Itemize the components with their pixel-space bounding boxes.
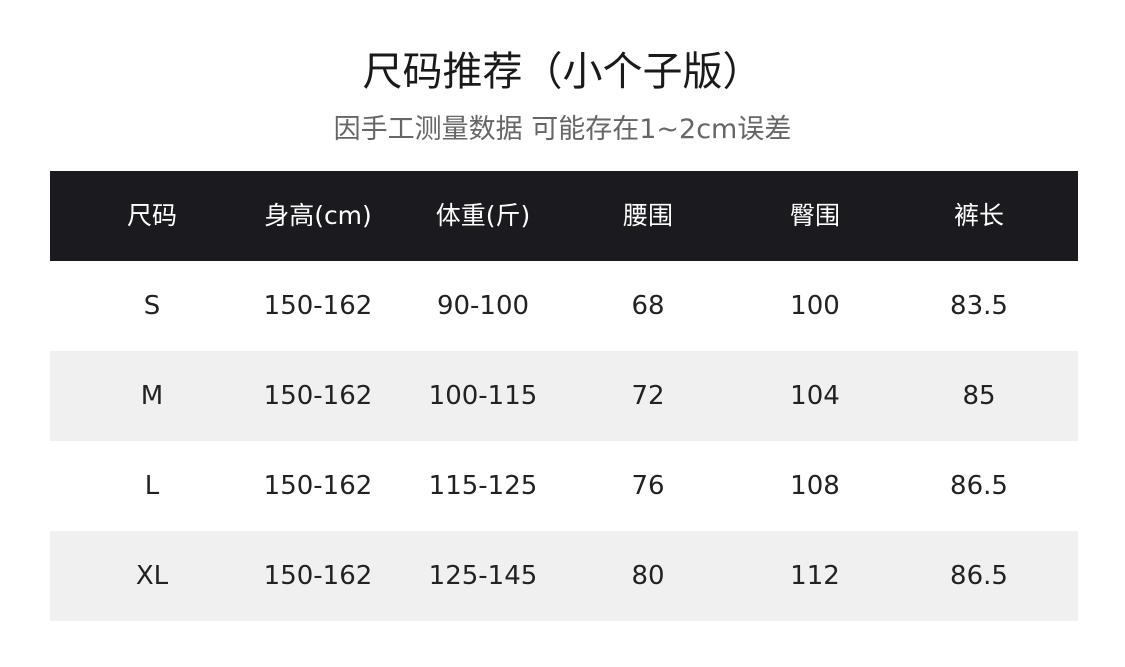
- table-cell: 125-145: [428, 561, 538, 591]
- table-row: L 150-162 115-125 76 108 86.5: [50, 441, 1078, 531]
- table-cell: 100-115: [428, 381, 538, 411]
- table-cell: 115-125: [428, 471, 538, 501]
- column-header: 腰围: [622, 201, 673, 230]
- column-header: 体重(斤): [435, 201, 531, 230]
- table-cell: S: [143, 291, 161, 321]
- column-header: 裤长: [953, 201, 1004, 230]
- table-cell: 112: [790, 561, 840, 591]
- table-row: S 150-162 90-100 68 100 83.5: [50, 261, 1078, 351]
- table-cell: 150-162: [263, 561, 373, 591]
- table-cell: L: [144, 471, 160, 501]
- table-cell: 72: [631, 381, 665, 411]
- page-title: 尺码推荐（小个子版）: [362, 49, 763, 95]
- table-header: 尺码 身高(cm) 体重(斤) 腰围 臀围 裤长: [50, 171, 1078, 261]
- table-cell: XL: [135, 561, 169, 591]
- table-cell: 80: [631, 561, 665, 591]
- table-cell: 104: [790, 381, 840, 411]
- column-header: 臀围: [789, 201, 840, 230]
- table-cell: 86.5: [950, 471, 1008, 501]
- table-cell: 108: [790, 471, 840, 501]
- table-cell: M: [140, 381, 164, 411]
- table-row: XL 150-162 125-145 80 112 86.5: [50, 531, 1078, 621]
- table-cell: 68: [631, 291, 665, 321]
- table-row: M 150-162 100-115 72 104 85: [50, 351, 1078, 441]
- table-cell: 90-100: [436, 291, 530, 321]
- table-cell: 150-162: [263, 471, 373, 501]
- page-subtitle: 因手工测量数据 可能存在1~2cm误差: [333, 114, 792, 145]
- column-header: 身高(cm): [264, 201, 372, 230]
- table-cell: 85: [962, 381, 996, 411]
- table-cell: 83.5: [950, 291, 1008, 321]
- table-cell: 150-162: [263, 291, 373, 321]
- size-table: 尺码 身高(cm) 体重(斤) 腰围 臀围 裤长 S 150-162 90-100 68 100 8…: [50, 171, 1078, 621]
- column-header: 尺码: [126, 201, 177, 230]
- table-cell: 100: [790, 291, 840, 321]
- table-cell: 76: [631, 471, 665, 501]
- table-cell: 86.5: [950, 561, 1008, 591]
- table-cell: 150-162: [263, 381, 373, 411]
